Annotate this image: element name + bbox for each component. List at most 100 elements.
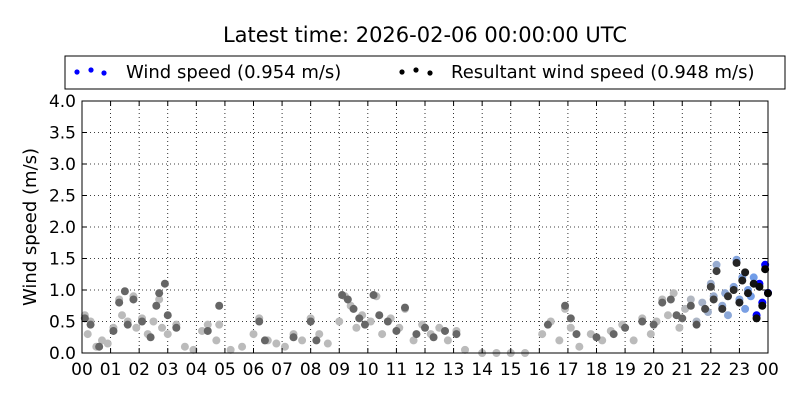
resultant-wind-speed-point [375,311,384,320]
wind-speed-point [749,273,758,282]
resultant-wind-speed-point [572,330,581,339]
wind-speed-point [158,323,167,332]
x-tick-label: 18 [586,360,608,380]
resultant-wind-speed-point [678,314,687,323]
legend-marker-resultant-2 [413,67,419,73]
resultant-wind-speed-point [115,298,124,307]
resultant-wind-speed-point [712,267,721,276]
wind-speed-point [298,336,307,345]
resultant-wind-speed-point [95,342,104,351]
legend-label-wind-speed: Wind speed (0.954 m/s) [126,62,341,83]
resultant-wind-speed-point [203,326,212,335]
wind-speed-point [203,320,212,329]
x-tick-label: 21 [671,360,693,380]
x-tick-label: 08 [300,360,322,380]
y-tick-label: 1.0 [49,281,76,301]
resultant-wind-speed-point [80,314,89,323]
resultant-wind-speed-point [758,301,767,310]
legend-marker-wind-1 [74,69,80,75]
resultant-wind-speed-point [701,304,710,313]
y-tick-label: 3.5 [49,124,76,144]
wind-speed-point [103,339,112,348]
wind-speed-point [215,320,224,329]
resultant-wind-speed-point [163,311,172,320]
x-tick-label: 16 [529,360,551,380]
resultant-wind-speed-point [732,258,741,267]
x-tick-label: 13 [443,360,465,380]
x-tick-label: 00 [757,360,779,380]
resultant-wind-speed-point [755,282,764,291]
resultant-wind-speed-point [638,317,647,326]
x-tick-label: 20 [643,360,665,380]
wind-speed-point [723,311,732,320]
wind-speed-point [155,295,164,304]
wind-speed-point [198,326,207,335]
legend-label-resultant: Resultant wind speed (0.948 m/s) [451,62,755,83]
legend-marker-resultant-1 [399,69,405,75]
resultant-wind-speed-point [735,298,744,307]
wind-speed-point [712,260,721,269]
resultant-wind-speed-point [146,333,155,342]
wind-speed-point [629,336,638,345]
legend-marker-wind-3 [101,70,107,76]
resultant-wind-speed-point [129,295,138,304]
resultant-wind-speed-point [761,265,770,274]
resultant-wind-speed-point [260,336,269,345]
y-tick-label: 1.5 [49,250,76,270]
wind-speed-point [686,295,695,304]
wind-speed-point [378,330,387,339]
resultant-wind-speed-point [743,289,752,298]
resultant-wind-speed-point [543,320,552,329]
wind-speed-point [272,339,281,348]
resultant-wind-speed-point [421,323,429,332]
resultant-wind-speed-point [355,314,364,323]
x-tick-label: 10 [357,360,379,380]
resultant-wind-speed-point [160,279,169,288]
wind-speed-point [212,336,221,345]
resultant-wind-speed-point [692,320,701,329]
x-tick-label: 00 [71,360,93,380]
wind-speed-point [741,304,750,313]
x-tick-label: 23 [729,360,751,380]
chart-title: Latest time: 2026-02-06 00:00:00 UTC [223,23,627,47]
resultant-wind-speed-point [723,292,732,301]
resultant-wind-speed-point [392,326,401,335]
resultant-wind-speed-point [609,330,618,339]
x-tick-label: 14 [471,360,493,380]
resultant-wind-speed-point [400,303,409,312]
resultant-wind-speed-point [592,333,601,342]
wind-speed-point [180,342,189,351]
resultant-wind-speed-point [138,317,147,326]
wind-speed-point [566,323,575,332]
wind-speed-point [443,336,452,345]
wind-speed-point [280,342,289,351]
x-tick-label: 06 [243,360,265,380]
wind-speed-point [189,345,198,354]
x-tick-label: 11 [386,360,408,380]
wind-speed-point [323,339,332,348]
y-tick-label: 2.0 [49,218,76,238]
wind-speed-point [238,342,247,351]
wind-speed-point [249,330,258,339]
resultant-wind-speed-point [709,295,718,304]
resultant-wind-speed-point [338,291,347,300]
wind-speed-point [83,330,92,339]
axis-ticks: 00 01 02 03 04 05 06 07 08 09 10 11 12 13 14 15 16 17 18 19… [49,92,779,380]
resultant-wind-speed-point [752,314,761,323]
y-tick-label: 0.5 [49,313,76,333]
resultant-wind-speed-point [369,291,378,300]
x-tick-label: 09 [328,360,350,380]
legend: Wind speed (0.954 m/s) Resultant wind sp… [64,55,786,90]
resultant-wind-speed-point [686,301,695,310]
x-tick-label: 22 [700,360,722,380]
resultant-wind-speed-point [312,336,321,345]
wind-speed-point [461,345,470,354]
x-tick-label: 04 [186,360,208,380]
wind-speed-point [149,317,158,326]
resultant-wind-speed-point [155,289,164,298]
resultant-wind-speed-point [349,304,358,313]
resultant-wind-speed-point [429,333,438,342]
resultant-wind-speed-point [123,320,132,329]
x-tick-label: 19 [614,360,636,380]
resultant-wind-speed-point [306,317,315,326]
